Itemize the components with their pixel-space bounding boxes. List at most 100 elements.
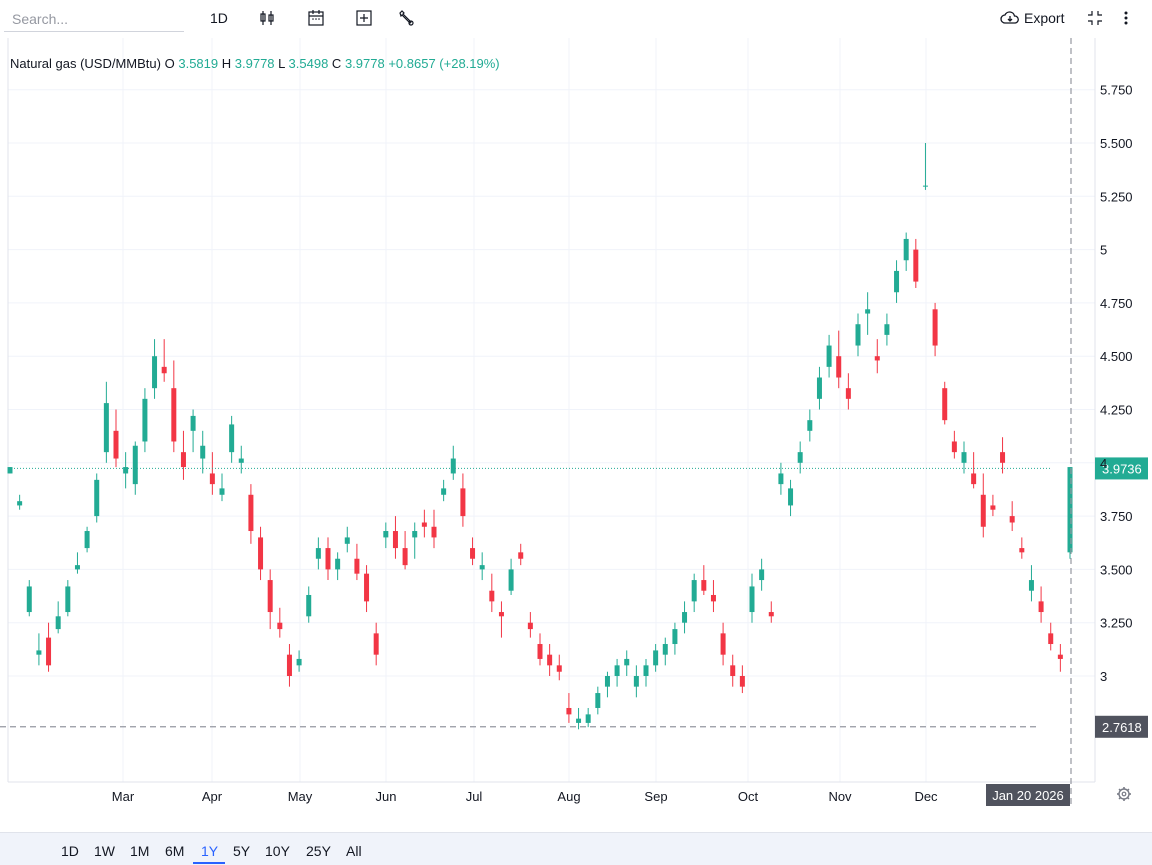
candle [807,409,813,442]
candle [209,452,215,495]
y-tick-label: 4.250 [1100,403,1133,418]
period-1d[interactable]: 1D [61,843,79,859]
y-tick-label: 4.750 [1100,296,1133,311]
last-price-tag [1095,457,1148,480]
candle-body [768,612,774,617]
crosshair-price-label: 2.7618 [1102,720,1142,735]
candle-body [874,356,880,361]
candle [595,686,601,715]
candle-body [942,388,948,421]
y-tick-label: 3 [1100,669,1107,684]
candle-body [826,345,832,367]
candle-body [807,420,813,431]
candle-body [460,488,466,517]
candle-body [980,494,986,527]
gear-tooth [1118,796,1122,800]
x-tick-label: Mar [112,789,135,804]
candle-body [26,586,32,613]
x-tick-label: Nov [828,789,852,804]
period-1w[interactable]: 1W [94,843,115,859]
add-indicator-icon[interactable] [355,6,373,30]
period-6m[interactable]: 6M [165,843,185,859]
candle [7,467,13,474]
fullscreen-icon[interactable] [1086,6,1104,30]
period-10y[interactable]: 10Y [265,843,290,859]
candle-body [229,424,235,453]
candle-body [653,650,659,666]
candle [980,473,986,538]
open-label: O [164,56,175,71]
candle [373,622,379,666]
candle-body [412,531,418,538]
candle-body [624,658,630,666]
gear-tooth [1118,788,1122,792]
y-tick-label: 3.500 [1100,562,1133,577]
candle-body [961,452,967,463]
gear-ring [1118,788,1130,800]
candle [315,537,321,570]
candle [364,565,370,613]
candle [26,580,32,617]
settings-icon[interactable] [1117,787,1131,801]
candle-body [180,452,186,468]
candle [990,494,996,517]
candle [971,452,977,489]
candle-body [489,590,495,602]
candle [749,573,755,623]
candle [286,644,292,687]
candle [450,445,456,480]
calendar-icon[interactable] [307,6,325,30]
candle [768,601,774,623]
candle [547,644,553,676]
candle-body [710,594,716,602]
candle-body [508,569,514,591]
candle [556,654,562,681]
candle [17,494,23,510]
period-25y[interactable]: 25Y [306,843,331,859]
candle [566,693,572,723]
close-value: 3.9778 [344,56,385,71]
open-value: 3.5819 [178,56,219,71]
candle [335,552,341,581]
candle [412,522,418,559]
candle [739,665,745,694]
search-input[interactable] [4,6,184,32]
candle [248,484,254,544]
candle-body [865,309,871,314]
candle [94,473,100,523]
candle [1000,437,1006,474]
candle-body [17,501,23,506]
period-1m[interactable]: 1M [130,843,150,859]
candle [903,232,909,271]
candle-body [749,586,755,613]
candle [691,573,697,613]
candle-body [739,676,745,687]
candle [180,430,186,480]
period-5y[interactable]: 5Y [233,843,251,859]
candle-body [1019,548,1025,553]
candle-body [402,548,408,566]
candle [759,558,765,591]
candle [229,415,235,463]
candle-body [248,494,254,532]
candle [142,388,148,453]
y-tick-label: 4.500 [1100,349,1133,364]
candle [816,366,822,410]
interval-button[interactable]: 1D [210,10,228,26]
candle-body [7,467,13,474]
export-button[interactable]: Export [1000,6,1064,30]
wrench-icon[interactable] [397,6,415,30]
candle-body [200,445,206,459]
candle-body [701,580,707,591]
gear-tooth [1126,796,1130,800]
period-all[interactable]: All [346,843,362,859]
crosshair-date-tag [986,784,1070,806]
more-options-icon[interactable] [1122,6,1130,30]
candle [653,644,659,672]
low-label: L [278,56,285,71]
candle-style-icon[interactable] [258,6,276,30]
candle [508,558,514,595]
period-1y[interactable]: 1Y [201,843,219,859]
close-label: C [331,56,342,71]
